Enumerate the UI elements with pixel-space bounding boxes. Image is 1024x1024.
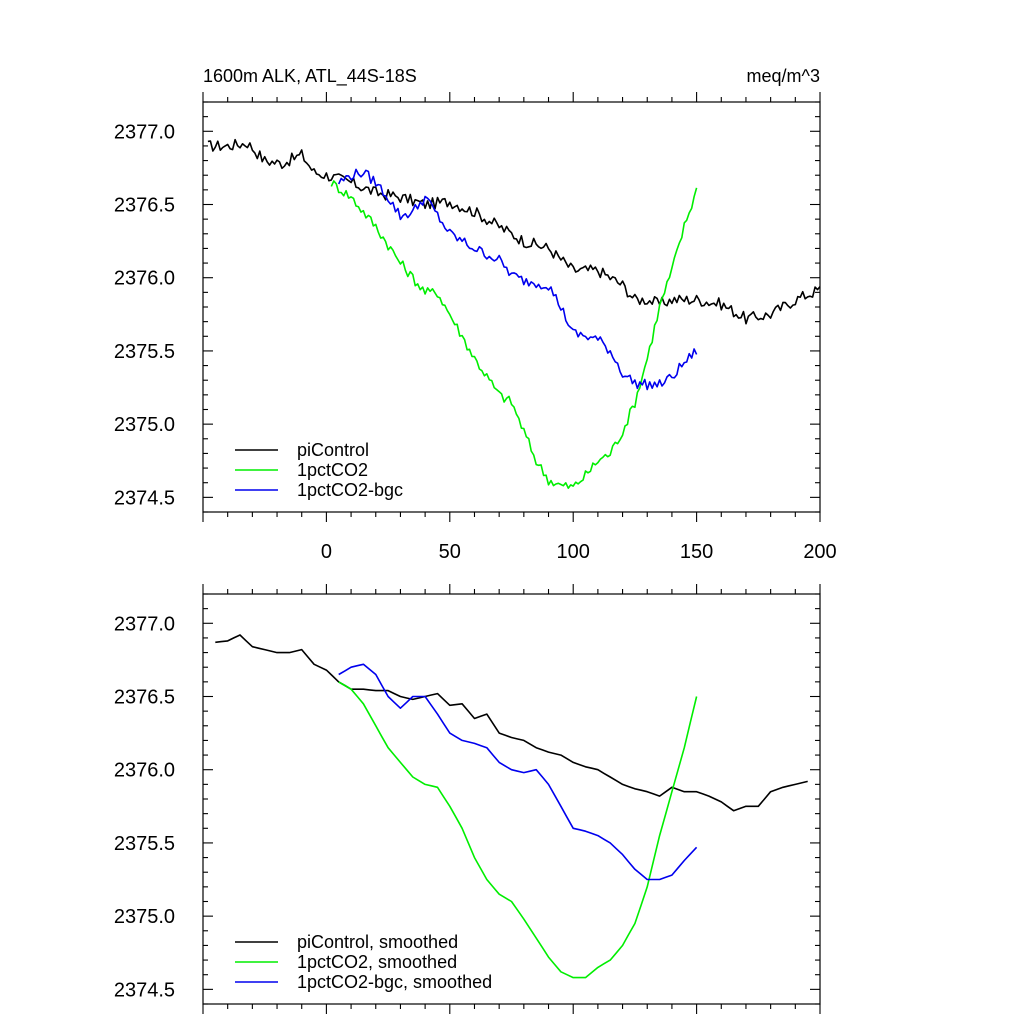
legend-label: piControl <box>297 440 369 460</box>
series-line <box>215 634 808 812</box>
chart-title: 1600m ALK, ATL_44S-18S <box>203 66 417 87</box>
legend-label: 1pctCO2-bgc, smoothed <box>297 972 492 992</box>
y-tick-label: 2375.0 <box>114 414 175 436</box>
x-tick-label: 50 <box>439 541 461 563</box>
y-tick-label: 2374.5 <box>114 487 175 509</box>
y-tick-label: 2376.5 <box>114 687 175 709</box>
x-tick-label: 200 <box>803 541 836 563</box>
series-line <box>337 168 698 391</box>
y-tick-label: 2374.5 <box>114 979 175 1001</box>
y-tick-label: 2376.5 <box>114 195 175 217</box>
plot-frame <box>202 101 821 513</box>
y-tick-label: 2375.5 <box>114 341 175 363</box>
x-tick-label: 100 <box>557 541 590 563</box>
x-tick-label: 150 <box>680 541 713 563</box>
legend-label: 1pctCO2 <box>297 460 368 480</box>
y-tick-label: 2375.5 <box>114 833 175 855</box>
y-tick-label: 2376.0 <box>114 760 175 782</box>
series-line <box>338 681 698 979</box>
panel-2: 2374.5 2375.0 2375.5 2376.0 2376.5 2377.0 piCo… <box>114 584 821 1014</box>
chart-units: meq/m^3 <box>747 66 820 86</box>
y-tick-label: 2376.0 <box>114 268 175 290</box>
y-tick-label: 2377.0 <box>114 613 175 635</box>
y-tick-label: 2377.0 <box>114 121 175 143</box>
series-line <box>330 180 698 490</box>
series-line <box>338 663 698 881</box>
legend-label: piControl, smoothed <box>297 932 458 952</box>
legend-label: 1pctCO2, smoothed <box>297 952 457 972</box>
legend-label: 1pctCO2-bgc <box>297 480 403 500</box>
x-tick-label: 0 <box>321 541 332 563</box>
y-tick-label: 2375.0 <box>114 906 175 928</box>
plot-frame <box>202 593 821 1005</box>
series-line <box>207 138 821 325</box>
panel-1: 2374.5 2375.0 2375.5 2376.0 2376.5 2377.0 0 50 1… <box>114 92 837 563</box>
